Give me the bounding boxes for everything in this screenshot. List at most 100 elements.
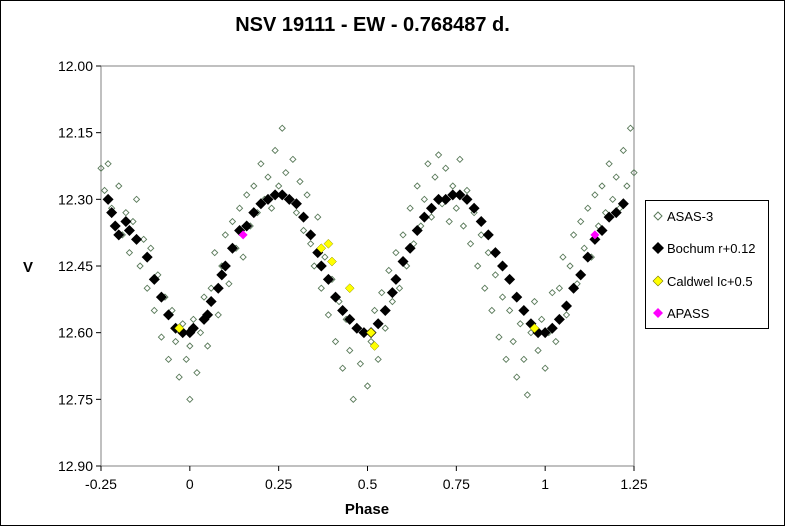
asas-point [100, 186, 109, 195]
asas-point [115, 182, 123, 190]
asas-point [498, 293, 507, 301]
asas-point [317, 284, 325, 292]
asas-point [530, 297, 539, 306]
asas-point [143, 284, 151, 292]
asas-point [584, 204, 592, 212]
y-tick-label: 12.30 [58, 191, 93, 207]
x-tick-label: 1.25 [620, 476, 647, 492]
bochum-point [539, 327, 551, 339]
x-axis-title: Phase [345, 501, 389, 518]
bochum-point [283, 193, 295, 205]
asas-point [193, 369, 201, 377]
asas-point [605, 160, 613, 168]
asas-point [164, 355, 173, 363]
bochum-point [504, 273, 516, 285]
asas-point [267, 204, 276, 212]
legend-label: APASS [667, 305, 710, 321]
asas-point [488, 306, 496, 315]
asas-point [136, 262, 144, 270]
asas-point [292, 209, 301, 217]
y-tick-label: 12.15 [58, 125, 93, 141]
asas-point [399, 231, 407, 239]
asas-point [477, 231, 485, 239]
bochum-point [351, 322, 363, 334]
bochum-point [109, 220, 121, 232]
chart-title: NSV 19111 - EW - 0.768487 d. [235, 14, 510, 36]
diamond-black-icon [652, 242, 664, 254]
bochum-point [379, 304, 391, 316]
asas-point [211, 249, 219, 257]
caldwel-point [327, 256, 337, 267]
y-axis: 12.00 12.15 12.30 12.45 12.60 12.75 12.90 [58, 58, 101, 474]
bochum-point [262, 193, 274, 205]
asas-point [392, 249, 400, 257]
asas-point [271, 146, 279, 155]
bochum-point [603, 211, 615, 223]
asas-point [132, 195, 141, 203]
bochum-point [330, 291, 342, 303]
asas-point [466, 240, 475, 248]
bochum-point [454, 189, 466, 201]
asas-point [122, 209, 130, 217]
asas-point [619, 146, 627, 155]
asas-point [307, 240, 315, 248]
legend-label: Bochum r+0.12 [667, 240, 756, 256]
bochum-point [372, 318, 384, 330]
asas-point [527, 329, 535, 337]
asas-point [125, 249, 134, 257]
bochum-point [582, 251, 594, 263]
asas-point [186, 395, 194, 403]
asas-point [289, 155, 297, 163]
bochum-point [397, 256, 409, 268]
bochum-point [475, 216, 487, 228]
asas-point [452, 204, 460, 212]
asas-point [129, 217, 137, 226]
asas-point [555, 284, 564, 292]
bochum-point [241, 220, 253, 232]
bochum-point [216, 269, 228, 281]
asas-point [349, 395, 357, 403]
asas-point [275, 182, 283, 190]
bochum-point [113, 229, 125, 241]
asas-point [495, 333, 503, 341]
bochum-point [141, 251, 153, 263]
asas-point [203, 342, 212, 350]
asas-point [385, 266, 393, 275]
bochum-point [425, 202, 437, 214]
bochum-point [163, 309, 175, 321]
legend-item-bochum: Bochum r+0.12 [652, 239, 756, 257]
caldwel-point [366, 327, 376, 338]
asas-point [474, 262, 482, 270]
apass-point [238, 230, 248, 240]
asas-point [463, 186, 471, 195]
bochum-point [131, 233, 143, 245]
x-tick-label: -0.25 [85, 476, 117, 492]
x-tick-label: 0.5 [358, 476, 378, 492]
asas-point [598, 182, 606, 190]
asas-point [630, 169, 638, 177]
bochum-point [155, 291, 167, 303]
asas-point [235, 204, 244, 212]
asas-point [424, 160, 432, 168]
plot-area [100, 65, 635, 467]
asas-point [612, 173, 620, 181]
caldwel-point [316, 243, 327, 254]
asas-point [140, 235, 148, 243]
asas-point [413, 182, 421, 190]
asas-point [491, 271, 500, 279]
asas-point [214, 311, 222, 319]
asas-point [179, 320, 187, 328]
asas-point [456, 155, 464, 163]
bochum-point [315, 260, 327, 272]
caldwel-point [529, 323, 540, 334]
asas-point [363, 382, 372, 390]
asas-point [324, 311, 333, 319]
asas-point [481, 284, 489, 292]
legend: ASAS-3 Bochum r+0.12 Caldwel Ic+0.5 APAS… [645, 200, 769, 329]
bochum-point [212, 282, 224, 294]
bochum-point [255, 198, 267, 210]
asas-point [534, 346, 542, 355]
bochum-point [276, 189, 288, 201]
asas-point [434, 151, 443, 159]
asas-point [580, 244, 588, 252]
